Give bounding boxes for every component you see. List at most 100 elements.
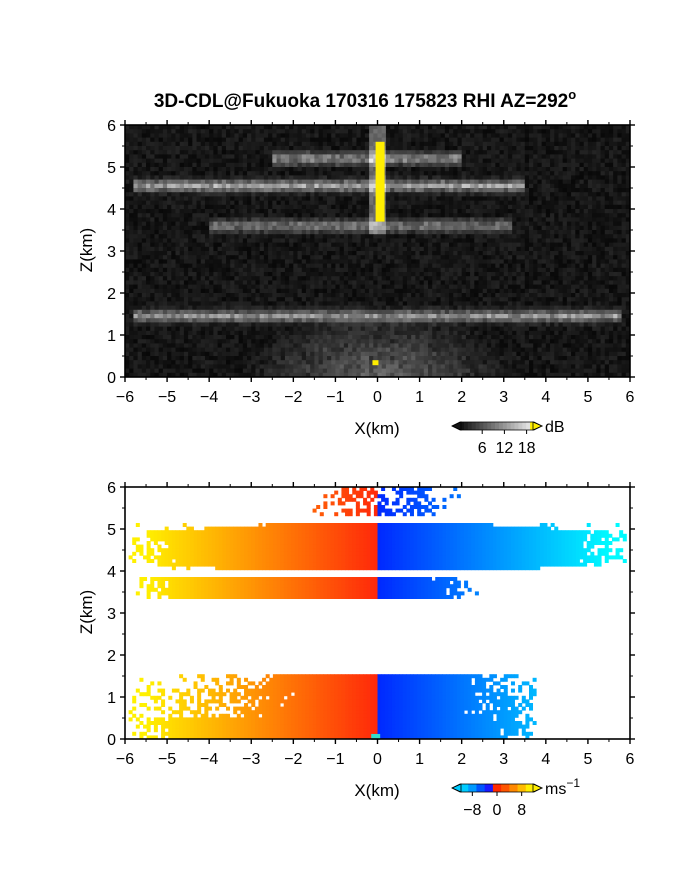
heat-cell [444, 129, 450, 134]
heat-cell [554, 204, 559, 210]
heat-cell [373, 192, 378, 197]
heat-cell [486, 158, 492, 164]
heat-cell [284, 259, 290, 264]
heat-cell [318, 267, 324, 273]
heat-cell [558, 133, 564, 138]
heat-cell [301, 146, 307, 151]
heat-cell [617, 217, 622, 222]
heat-cell [486, 238, 492, 243]
heat-cell [541, 259, 547, 264]
heat-cell [259, 293, 265, 298]
heat-cell [394, 251, 399, 256]
heat-cell [554, 192, 559, 197]
heat-cell [146, 297, 151, 302]
heat-cell [579, 284, 585, 290]
heat-cell [524, 192, 530, 197]
heat-cell [335, 234, 341, 239]
heat-cell [192, 133, 197, 138]
heat-cell [406, 272, 412, 277]
heat-cell [545, 162, 551, 168]
heat-cell [369, 183, 374, 189]
heat-cell [209, 238, 214, 243]
heat-cell [276, 272, 282, 277]
heat-cell [348, 146, 353, 151]
heat-cell [272, 246, 277, 252]
heat-cell [571, 217, 576, 222]
heat-cell [592, 251, 597, 256]
heat-cell [465, 125, 471, 130]
heat-cell [217, 267, 223, 273]
heat-cell [150, 162, 155, 168]
heat-cell [499, 146, 505, 151]
heat-cell [436, 293, 442, 298]
heat-cell [158, 150, 164, 155]
heat-cell [314, 162, 319, 168]
heat-cell [394, 213, 399, 218]
heat-cell [444, 204, 450, 210]
heat-cell [419, 141, 425, 147]
heat-cell [491, 162, 496, 168]
heat-cell [247, 137, 252, 143]
heat-cell [373, 158, 378, 164]
heat-cell [343, 255, 349, 260]
heat-cell [284, 162, 290, 168]
heat-cell [204, 179, 210, 185]
heat-cell [550, 183, 555, 189]
heat-cell [141, 146, 147, 151]
heat-cell [251, 141, 256, 147]
heat-cell [381, 280, 387, 285]
heat-cell [352, 167, 357, 172]
heat-cell [280, 167, 286, 172]
heat-cell [499, 251, 505, 256]
heat-cell [398, 217, 404, 222]
heat-cell [537, 150, 543, 155]
heat-cell [171, 183, 176, 189]
heat-cell [150, 242, 155, 248]
heat-cell [217, 183, 223, 189]
heat-cell [209, 276, 214, 281]
heat-cell [280, 234, 286, 239]
heat-cell [234, 146, 240, 151]
heat-cell [482, 183, 488, 189]
heat-cell [251, 146, 256, 151]
heat-cell [415, 125, 420, 130]
heat-cell [423, 267, 429, 273]
heat-cell [335, 230, 341, 235]
heat-cell [255, 141, 261, 147]
heat-cell [529, 293, 534, 298]
heat-cell [390, 133, 395, 138]
heat-cell [428, 204, 433, 210]
heat-cell [486, 259, 492, 264]
heat-cell [200, 141, 206, 147]
heat-cell [175, 246, 181, 252]
heat-cell [125, 221, 130, 227]
heat-cell [183, 141, 189, 147]
heat-cell [331, 230, 336, 235]
heat-cell [587, 125, 593, 130]
heat-cell [385, 238, 391, 243]
heat-cell [457, 255, 463, 260]
heat-cell [390, 276, 395, 281]
heat-cell [335, 146, 341, 151]
heat-cell [419, 200, 425, 206]
heat-cell [478, 284, 484, 290]
heat-cell [507, 246, 513, 252]
heat-cell [150, 209, 155, 214]
heat-cell [529, 251, 534, 256]
heat-cell [364, 217, 370, 222]
heat-cell [263, 200, 269, 206]
heat-cell [137, 141, 143, 147]
heat-cell [179, 221, 185, 227]
heat-cell [221, 167, 227, 172]
heat-cell [297, 150, 303, 155]
heat-cell [133, 200, 139, 206]
heat-cell [529, 162, 534, 168]
heat-cell [188, 263, 193, 269]
heat-cell [200, 288, 206, 294]
heat-cell [419, 246, 425, 252]
heat-cell [545, 200, 551, 206]
heat-cell [550, 162, 555, 168]
heat-cell [465, 213, 471, 218]
heat-cell [495, 217, 500, 222]
heat-cell [322, 146, 328, 151]
